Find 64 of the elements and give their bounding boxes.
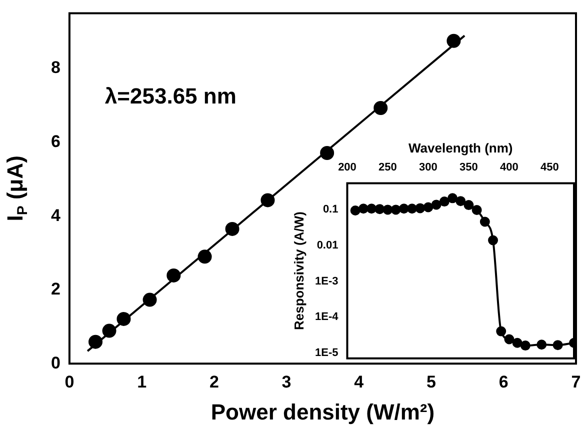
point: [350, 205, 360, 216]
x-tick-label: 250: [378, 162, 397, 174]
x-tick-label: 450: [540, 162, 559, 174]
x-tick-label: 5: [426, 372, 436, 392]
point: [456, 196, 466, 206]
point: [166, 268, 181, 282]
point: [366, 204, 377, 214]
y-tick-label: 0.1: [322, 204, 338, 216]
point: [225, 222, 240, 236]
y-tick-label: 0.01: [316, 240, 338, 252]
y-tick-label: 1E-3: [314, 275, 338, 288]
point: [446, 34, 461, 48]
point: [407, 204, 418, 214]
point: [382, 204, 393, 215]
x-tick-label: 0: [64, 372, 74, 392]
y-tick-label: 1E-4: [314, 311, 340, 324]
x-tick-label: 6: [498, 372, 508, 392]
point: [374, 100, 388, 115]
x-tick-label: 7: [571, 372, 581, 392]
x-tick-label: 300: [419, 162, 438, 174]
point: [472, 205, 482, 216]
y-tick-label: 6: [50, 132, 60, 151]
point: [431, 200, 442, 210]
x-tick-label: 4: [354, 372, 364, 392]
y-tick-label: 4: [50, 206, 61, 225]
point: [552, 340, 563, 350]
point: [496, 326, 506, 336]
point: [480, 216, 490, 227]
x-tick-label: 3: [282, 372, 292, 392]
y-axis-title: Responsivity (A/W): [291, 212, 306, 330]
point: [520, 340, 530, 351]
point: [398, 204, 409, 214]
y-axis-title: IP (μA): [2, 156, 32, 222]
x-tick-label: 2: [209, 372, 219, 392]
point: [415, 203, 426, 214]
annotation: λ=253.65 nm: [104, 83, 236, 108]
point: [504, 334, 514, 344]
point: [88, 334, 103, 349]
y-tick-label: 1E-5: [314, 346, 338, 359]
y-tick-label: 8: [50, 58, 60, 78]
x-tick-label: 1: [137, 372, 147, 392]
x-tick-label: 400: [500, 162, 518, 174]
point: [260, 193, 275, 208]
x-tick-label: 350: [460, 162, 478, 174]
point: [488, 235, 498, 246]
point: [116, 312, 131, 326]
point: [439, 196, 450, 207]
x-axis-title: Power density (W/m²): [210, 400, 435, 425]
x-axis-title: Wavelength (nm): [408, 140, 513, 156]
point: [390, 204, 401, 215]
point: [320, 146, 334, 160]
point: [358, 204, 368, 214]
point: [142, 292, 157, 307]
x-tick-label: 200: [338, 162, 356, 174]
point: [374, 204, 385, 214]
y-tick-label: 0: [50, 353, 60, 372]
point: [102, 324, 116, 338]
point: [198, 250, 212, 264]
y-tick-label: 2: [50, 280, 60, 299]
point: [448, 193, 458, 204]
point: [536, 340, 547, 350]
point: [512, 338, 522, 348]
point: [423, 202, 434, 212]
point: [464, 200, 474, 210]
